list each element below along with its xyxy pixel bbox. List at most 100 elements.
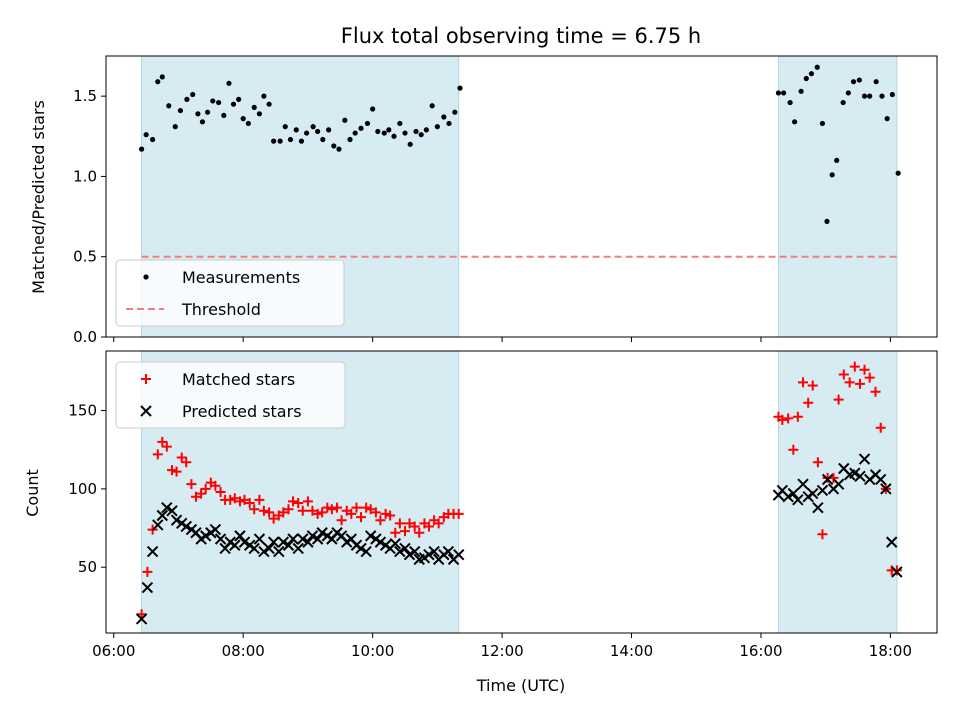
- matched-stars-point: [322, 502, 333, 513]
- x-tick-label: 10:00: [351, 642, 394, 660]
- measurements-point: [184, 96, 190, 102]
- predicted-stars-point: [248, 542, 260, 555]
- matched-stars-point: [355, 512, 366, 523]
- x-tick-label: 08:00: [222, 642, 265, 660]
- predicted-stars-point: [891, 566, 903, 578]
- matched-stars-point: [176, 452, 187, 463]
- matched-stars-point: [783, 413, 794, 424]
- y-tick-label: 100: [68, 480, 97, 498]
- predicted-stars-point: [409, 545, 421, 558]
- measurements-point: [172, 124, 178, 130]
- measurements-point: [840, 99, 846, 106]
- measurements-point: [261, 93, 267, 99]
- measurements-point: [331, 143, 337, 149]
- measurements-point: [266, 101, 272, 107]
- matched-stars-point: [365, 504, 376, 515]
- measurements-point: [155, 79, 161, 85]
- matched-stars-point: [380, 508, 391, 519]
- predicted-stars-point: [442, 545, 455, 558]
- predicted-stars-point: [874, 473, 887, 486]
- matched-stars-point: [370, 507, 381, 518]
- x-tick-label: 12:00: [480, 642, 523, 660]
- measurements-point: [287, 136, 294, 143]
- measurements-point: [829, 172, 835, 178]
- predicted-stars-point: [782, 490, 794, 503]
- matched-stars-point: [891, 565, 902, 576]
- measurements-point: [781, 90, 787, 96]
- measurements-point: [310, 124, 316, 130]
- matched-stars-point: [807, 380, 818, 391]
- measurements-point: [861, 93, 868, 99]
- measurements-point: [205, 109, 211, 115]
- predicted-stars-point: [152, 519, 164, 531]
- x-axis-label: Time (UTC): [476, 676, 565, 695]
- x-tick-label: 16:00: [739, 642, 782, 660]
- matched-stars-point: [423, 521, 434, 532]
- measurements-point: [429, 103, 435, 109]
- measurements-point: [895, 170, 901, 176]
- matched-stars-point: [803, 397, 814, 408]
- measurements-point: [293, 127, 299, 133]
- measurements-point: [879, 93, 885, 99]
- y-axis-label-ratio: Matched/Predicted stars: [29, 100, 48, 294]
- measurements-point: [256, 111, 262, 117]
- predicted-stars-point: [399, 542, 411, 555]
- legend: Measurements Threshold: [115, 259, 345, 327]
- matched-stars-point: [317, 507, 328, 518]
- matched-stars-point: [196, 488, 207, 499]
- measurements-point: [792, 119, 798, 125]
- predicted-stars-point: [166, 505, 178, 517]
- predicted-stars-point: [787, 487, 800, 500]
- predicted-stars-point: [858, 453, 871, 465]
- measurements-point: [282, 124, 288, 130]
- matched-stars-point: [297, 505, 308, 516]
- predicted-stars-point: [234, 530, 246, 542]
- matched-stars-point: [171, 466, 182, 477]
- matched-stars-point: [210, 480, 221, 491]
- legend-box: [115, 361, 346, 429]
- matched-stars-point: [433, 518, 444, 529]
- matched-stars-point: [215, 487, 226, 497]
- predicted-stars-point: [306, 530, 319, 542]
- y-tick-label: 0.5: [73, 248, 97, 266]
- measurements-point: [850, 79, 857, 85]
- predicted-stars-point: [263, 542, 275, 555]
- axes-frame: [105, 350, 938, 634]
- matched-stars-point: [239, 494, 250, 505]
- legend-label-threshold: Threshold: [181, 300, 261, 319]
- matched-stars-point: [244, 497, 255, 508]
- predicted-stars-point: [316, 527, 328, 539]
- predicted-stars-point: [170, 514, 183, 526]
- measurements-point: [423, 127, 429, 133]
- measurements-point: [381, 130, 387, 136]
- x-tick-label: 06:00: [92, 642, 135, 660]
- matched-stars-point: [152, 449, 163, 460]
- predicted-stars-point: [812, 501, 824, 514]
- y-tick-label: 150: [68, 402, 97, 420]
- measurements-point: [402, 130, 408, 136]
- predicted-stars-point: [229, 539, 241, 551]
- measurements-point: [143, 132, 149, 138]
- legend-label-predicted-stars: Predicted stars: [182, 402, 302, 421]
- measurements-point: [452, 109, 458, 115]
- measurements-point: [814, 64, 820, 70]
- measurements-point: [240, 116, 246, 122]
- matched-stars-point: [833, 394, 844, 405]
- measurements-point: [210, 98, 216, 104]
- matched-stars-point: [142, 566, 153, 577]
- matched-stars-point: [254, 494, 265, 505]
- matched-stars-point: [234, 496, 245, 507]
- measurements-point: [375, 128, 381, 135]
- predicted-stars-point: [141, 581, 154, 594]
- measurements-point: [808, 71, 815, 77]
- measurements-point: [364, 120, 371, 127]
- predicted-stars-point: [277, 536, 290, 548]
- measurements-point: [386, 127, 392, 133]
- matched-stars-point: [849, 361, 860, 372]
- predicted-stars-point: [135, 613, 148, 625]
- matched-stars-point: [278, 507, 289, 518]
- measurements-point: [775, 90, 782, 96]
- legend-label-matched-stars: Matched stars: [182, 370, 295, 389]
- predicted-stars-point: [355, 542, 367, 555]
